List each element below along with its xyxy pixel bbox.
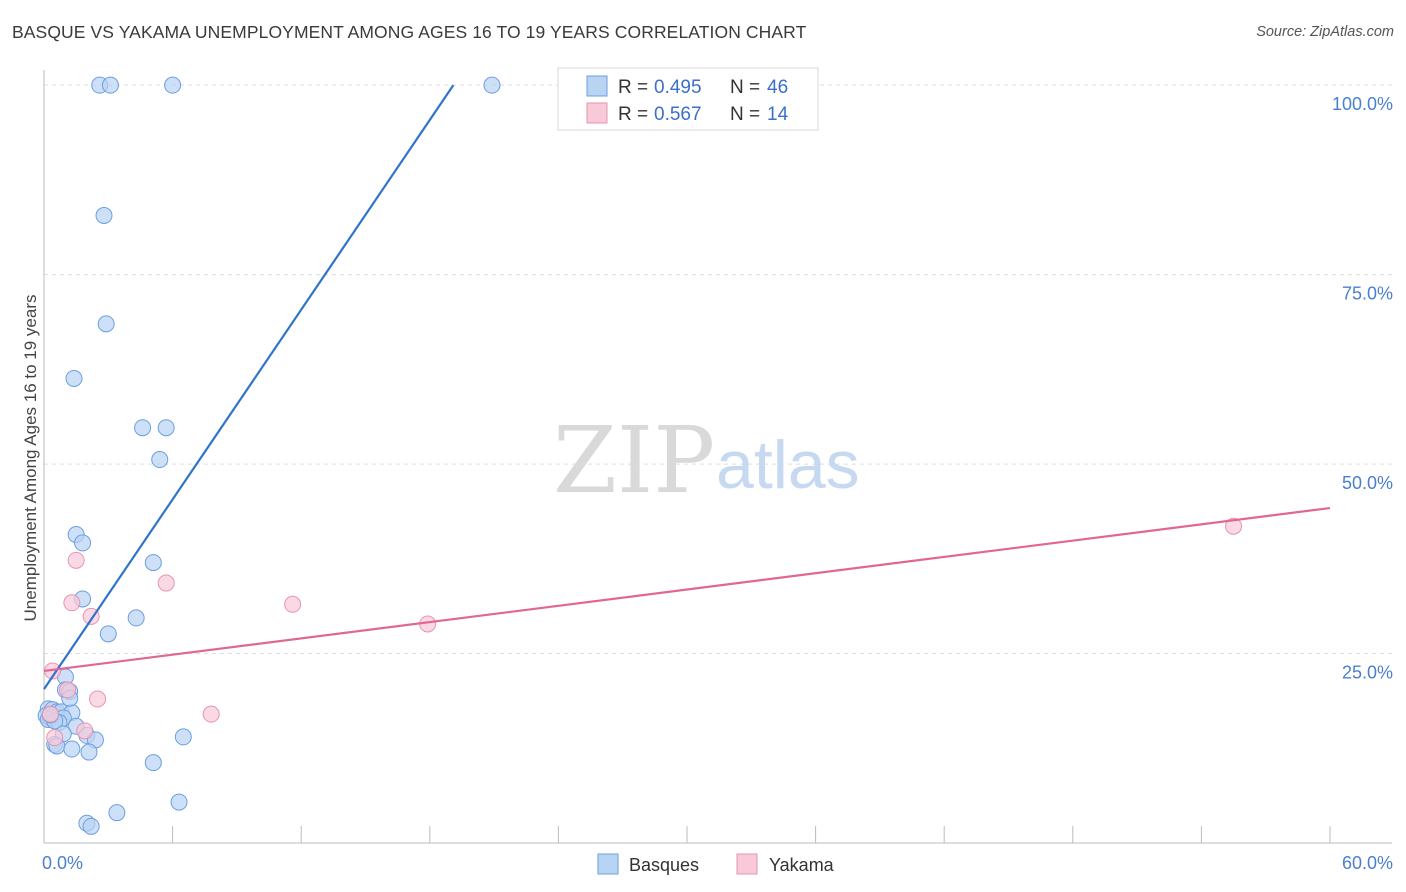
data-point-basques — [101, 76, 119, 94]
data-point-basques — [151, 451, 169, 469]
data-point-basques — [108, 804, 126, 822]
y-tick-label: 100.0% — [1332, 94, 1393, 114]
trendline-basques — [43, 84, 455, 690]
legend-swatch-yakama — [586, 102, 608, 124]
trendline-yakama — [43, 506, 1331, 673]
ticks-layer: 25.0% 50.0% 75.0% 100.0% 0.0% 60.0% — [42, 94, 1393, 873]
data-point-yakama — [67, 551, 85, 569]
chart-source: Source: ZipAtlas.com — [1256, 24, 1394, 40]
watermark: ZIP atlas — [553, 407, 860, 514]
legend-r-value: 0.567 — [654, 104, 702, 125]
data-point-basques — [170, 793, 188, 811]
bottom-legend-swatch-yakama — [736, 853, 758, 875]
data-point-yakama — [89, 690, 107, 708]
chart-title: BASQUE VS YAKAMA UNEMPLOYMENT AMONG AGES… — [12, 22, 807, 42]
data-point-yakama — [63, 594, 81, 612]
y-axis-title: Unemployment Among Ages 16 to 19 years — [21, 295, 40, 622]
data-point-basques — [95, 207, 113, 225]
legend-n-label: N = — [730, 77, 760, 98]
watermark-atlas: atlas — [716, 427, 860, 503]
bottom-legend-label-yakama: Yakama — [769, 855, 835, 875]
trend-layer — [43, 84, 1331, 690]
data-point-basques — [82, 817, 100, 835]
legend-bottom: Basques Yakama — [597, 853, 835, 875]
data-point-basques — [65, 369, 83, 387]
data-point-basques — [74, 534, 92, 552]
legend-n-value: 46 — [767, 77, 788, 98]
data-point-basques — [483, 76, 501, 94]
data-point-yakama — [59, 681, 77, 699]
y-tick-label: 50.0% — [1342, 473, 1393, 493]
points-layer — [37, 76, 1243, 835]
legend-n-label: N = — [730, 104, 760, 125]
grid-layer — [44, 84, 1392, 655]
y-tick-label: 25.0% — [1342, 663, 1393, 683]
x-tick-label: 60.0% — [1342, 853, 1393, 873]
data-point-basques — [144, 754, 162, 772]
data-point-basques — [97, 315, 115, 333]
data-point-basques — [157, 419, 175, 437]
data-point-yakama — [1225, 517, 1243, 535]
data-point-basques — [144, 554, 162, 572]
legend-top: R = 0.495 N = 46 R = 0.567 N = 14 — [557, 67, 819, 131]
legend-n-value: 14 — [767, 104, 789, 125]
y-tick-label: 75.0% — [1342, 284, 1393, 304]
legend-swatch-basques — [586, 75, 608, 97]
data-point-yakama — [157, 574, 175, 592]
legend-r-label: R = — [618, 77, 648, 98]
data-point-basques — [134, 419, 152, 437]
data-point-basques — [99, 625, 117, 643]
data-point-yakama — [46, 729, 64, 747]
data-point-basques — [174, 728, 192, 746]
legend-r-value: 0.495 — [654, 77, 702, 98]
data-point-yakama — [202, 705, 220, 723]
data-point-basques — [127, 609, 145, 627]
bottom-legend-label-basques: Basques — [629, 855, 699, 875]
watermark-zip: ZIP — [553, 407, 715, 514]
legend-r-label: R = — [618, 104, 648, 125]
data-point-yakama — [284, 595, 302, 613]
data-point-yakama — [41, 705, 59, 723]
data-point-basques — [164, 76, 182, 94]
x-tick-label: 0.0% — [42, 853, 83, 873]
data-point-basques — [63, 740, 81, 758]
bottom-legend-swatch-basques — [597, 853, 619, 875]
data-point-basques — [80, 743, 98, 761]
data-point-yakama — [76, 722, 94, 740]
